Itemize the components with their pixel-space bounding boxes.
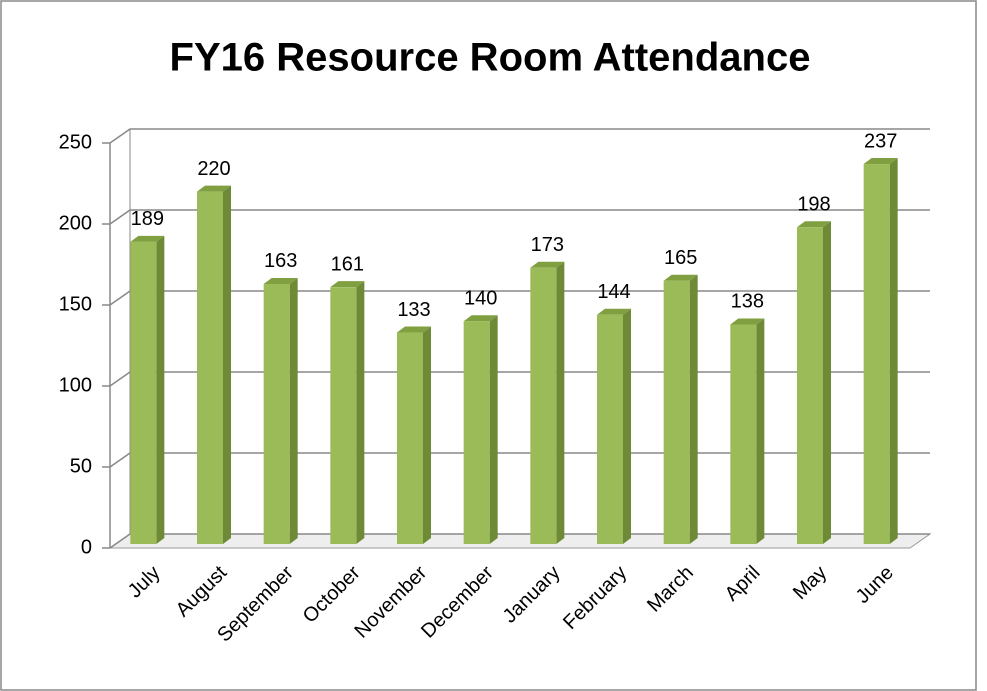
value-label: 161: [331, 253, 364, 275]
bar-side: [489, 315, 498, 544]
bar-top: [530, 261, 565, 268]
bar: [463, 315, 498, 544]
bar-side: [356, 281, 365, 544]
grid-line: [109, 533, 930, 549]
bar-front: [730, 324, 757, 544]
y-tick-label: 0: [81, 536, 92, 558]
y-tick-label: 250: [59, 131, 92, 153]
bar: [530, 261, 565, 544]
bar: [330, 281, 365, 544]
value-label: 165: [664, 247, 697, 269]
y-tick-label: 150: [59, 293, 92, 315]
value-label: 173: [531, 234, 564, 256]
bar-side: [423, 326, 431, 544]
bar: [863, 158, 898, 544]
bar-top: [597, 308, 631, 315]
grid-line: [109, 290, 930, 306]
bar-top: [397, 326, 431, 333]
value-label: 133: [397, 299, 430, 321]
bar-front: [397, 332, 423, 544]
value-label: 144: [597, 281, 630, 303]
bar-top: [130, 235, 165, 242]
y-tick-label: 50: [70, 455, 92, 477]
value-label: 189: [131, 208, 164, 230]
bar: [597, 308, 631, 544]
bar-top: [330, 281, 365, 288]
bar-side: [623, 308, 631, 544]
bar-front: [130, 241, 157, 544]
value-label: 237: [864, 130, 897, 152]
bar-side: [289, 277, 298, 544]
bar: [730, 318, 765, 544]
bar-front: [597, 314, 623, 544]
value-label: 140: [464, 287, 497, 309]
bar-side: [223, 185, 231, 544]
bar-top: [263, 277, 298, 284]
bar-front: [663, 280, 690, 544]
bar-front: [797, 227, 823, 545]
chart-title: FY16 Resource Room Attendance: [170, 36, 811, 80]
value-label: 138: [731, 291, 764, 313]
bar: [263, 277, 298, 544]
grid-line: [109, 209, 930, 225]
bar-side: [556, 261, 565, 544]
bar-front: [863, 164, 890, 544]
bar: [397, 326, 431, 544]
value-label: 163: [264, 250, 297, 272]
y-tick-label: 200: [59, 212, 92, 234]
value-label: 198: [797, 194, 830, 216]
value-label: 220: [197, 158, 230, 180]
bar-front: [330, 287, 357, 544]
bar: [797, 221, 831, 545]
y-tick-label: 100: [59, 374, 92, 396]
bar: [663, 274, 698, 544]
grid-line: [109, 452, 930, 468]
bar-top: [730, 318, 765, 325]
bar-front: [530, 267, 557, 544]
grid-line: [109, 128, 930, 144]
bar-front: [263, 283, 290, 544]
bar-side: [156, 235, 165, 544]
bar-side: [756, 318, 765, 544]
bar: [130, 235, 165, 544]
bar-side: [689, 274, 698, 544]
bar-top: [663, 274, 698, 281]
bar: [197, 185, 231, 544]
bar-side: [823, 221, 831, 545]
bar-side: [889, 158, 898, 544]
bar-top: [463, 315, 498, 322]
bar-top: [797, 221, 831, 228]
bar-top: [863, 158, 898, 165]
grid-line: [109, 371, 930, 387]
bar-front: [197, 191, 223, 544]
bar-top: [197, 185, 231, 192]
bar-front: [463, 321, 490, 544]
